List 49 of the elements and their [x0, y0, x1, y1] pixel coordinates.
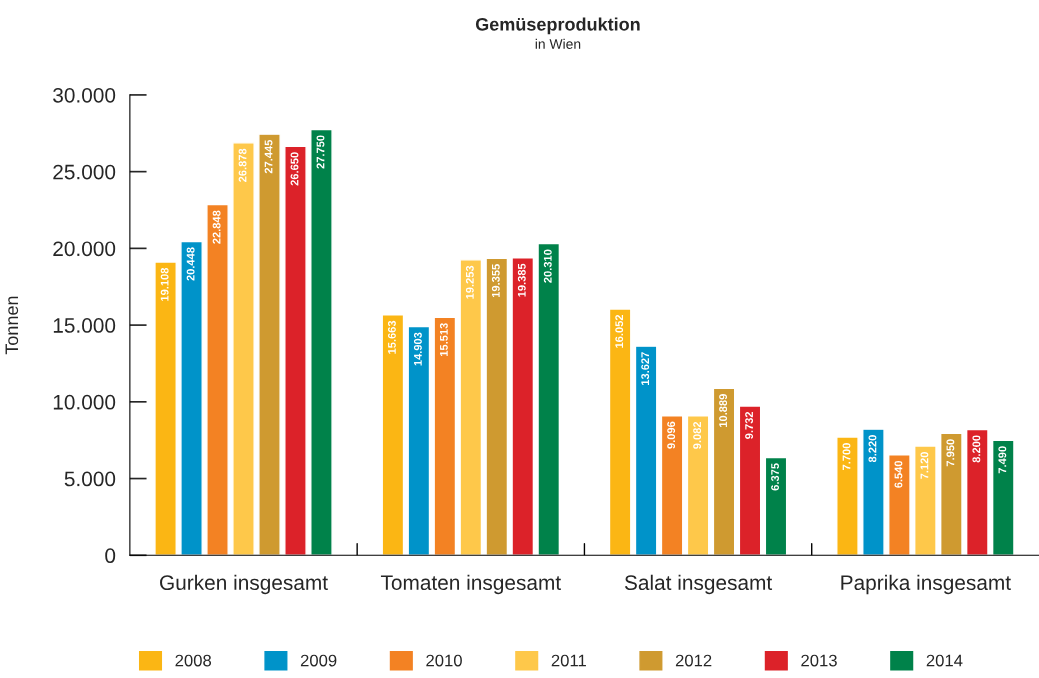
- legend-label: 2011: [551, 654, 586, 667]
- x-tick-label: Gurken insgesamt: [160, 574, 328, 595]
- data-label: 26.650: [290, 152, 299, 186]
- legend-label: 2008: [175, 654, 212, 667]
- data-label: 27.750: [316, 135, 325, 169]
- y-tick-label: 15.000: [53, 318, 116, 333]
- y-tick-label: 0: [105, 548, 116, 564]
- chart-title: Gemüseproduktion: [475, 17, 640, 35]
- data-label: 10.889: [719, 394, 728, 427]
- y-tick-label: 5.000: [64, 471, 116, 487]
- data-label: 9.082: [693, 421, 702, 449]
- x-tick-label: Salat insgesamt: [624, 574, 773, 595]
- x-tick-label: Paprika insgesamt: [841, 574, 1011, 595]
- data-label: 20.310: [543, 249, 552, 283]
- data-label: 8.200: [972, 435, 981, 463]
- data-label: 27.445: [264, 139, 273, 174]
- data-label: 22.848: [212, 210, 221, 244]
- data-label: 19.355: [491, 264, 500, 298]
- data-label: 13.627: [641, 352, 650, 385]
- legend-label: 2014: [926, 654, 963, 667]
- data-label: 26.878: [238, 148, 247, 182]
- y-axis-title: Tonnen: [5, 296, 19, 355]
- data-label: 14.903: [413, 332, 422, 366]
- data-label: 6.375: [771, 463, 779, 491]
- data-label: 16.052: [615, 314, 624, 348]
- legend-label: 2013: [801, 654, 837, 667]
- data-label: 7.490: [998, 446, 1007, 474]
- legend-label: 2009: [300, 654, 337, 667]
- data-label: 8.220: [868, 435, 877, 463]
- legend-label: 2012: [675, 654, 712, 667]
- data-label: 7.950: [946, 439, 955, 467]
- data-label: 20.448: [186, 247, 195, 281]
- data-label: 19.385: [517, 263, 526, 297]
- legend-label: 2010: [426, 654, 462, 667]
- y-tick-label: 25.000: [53, 164, 116, 180]
- data-label: 6.540: [894, 460, 903, 488]
- y-tick-label: 20.000: [53, 241, 116, 257]
- y-tick-label: 10.000: [53, 394, 116, 410]
- data-label: 7.700: [842, 443, 851, 470]
- data-label: 19.108: [160, 267, 169, 301]
- data-label: 7.120: [920, 452, 929, 479]
- data-label: 19.253: [465, 265, 474, 299]
- chart-subtitle: in Wien: [535, 38, 581, 49]
- y-tick-label: 30.000: [53, 87, 116, 103]
- data-label: 15.663: [387, 320, 396, 354]
- data-label: 15.513: [439, 323, 448, 357]
- data-label: 9.096: [667, 421, 676, 449]
- x-tick-label: Tomaten insgesamt: [380, 574, 561, 595]
- data-label: 9.732: [745, 411, 754, 439]
